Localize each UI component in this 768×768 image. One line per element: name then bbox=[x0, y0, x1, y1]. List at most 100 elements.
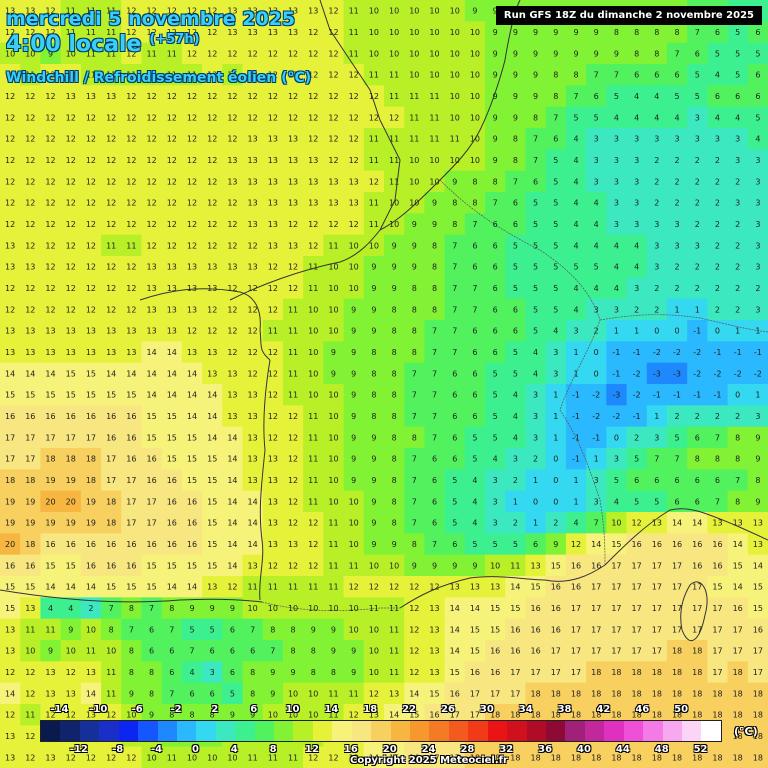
grid-value: 11 bbox=[389, 625, 399, 634]
grid-value: 9 bbox=[68, 625, 73, 634]
grid-value: 3 bbox=[654, 135, 659, 144]
grid-value: 12 bbox=[146, 113, 156, 122]
grid-value: 15 bbox=[510, 604, 520, 613]
field-cell bbox=[687, 533, 708, 556]
grid-value: 6 bbox=[493, 263, 498, 272]
field-cell bbox=[282, 554, 304, 577]
grid-value: 9 bbox=[371, 497, 376, 506]
field-cell bbox=[727, 618, 749, 641]
field-cell bbox=[141, 448, 163, 470]
grid-value: 12 bbox=[288, 71, 298, 80]
field-cell bbox=[323, 341, 345, 364]
field-cell bbox=[565, 320, 587, 342]
grid-value: 0 bbox=[553, 497, 558, 506]
grid-value: 18 bbox=[672, 689, 682, 698]
grid-value: 11 bbox=[45, 625, 55, 634]
field-cell bbox=[707, 192, 729, 214]
grid-value: 11 bbox=[409, 92, 419, 101]
field-cell bbox=[464, 64, 486, 86]
grid-value: 5 bbox=[533, 305, 538, 314]
field-cell bbox=[666, 170, 688, 193]
grid-value: 13 bbox=[25, 263, 35, 272]
grid-value: 12 bbox=[5, 711, 15, 720]
field-cell bbox=[262, 448, 284, 470]
grid-value: 10 bbox=[349, 284, 359, 293]
grid-value: 12 bbox=[288, 519, 298, 528]
grid-value: 0 bbox=[614, 433, 619, 442]
grid-value: 17 bbox=[571, 647, 581, 656]
field-cell bbox=[687, 640, 708, 662]
field-cell bbox=[646, 384, 668, 406]
grid-value: 12 bbox=[5, 305, 15, 314]
field-cell bbox=[545, 320, 567, 342]
grid-value: 15 bbox=[389, 753, 399, 762]
grid-value: 9 bbox=[553, 49, 558, 58]
grid-value: 12 bbox=[25, 28, 35, 37]
field-cell bbox=[202, 661, 223, 684]
legend-swatch bbox=[196, 721, 216, 741]
field-cell bbox=[20, 426, 42, 449]
grid-value: 15 bbox=[207, 561, 217, 570]
field-cell bbox=[747, 192, 768, 214]
grid-value: 13 bbox=[268, 135, 278, 144]
grid-value: 2 bbox=[735, 412, 740, 421]
field-cell bbox=[343, 341, 365, 364]
grid-value: 7 bbox=[573, 92, 578, 101]
field-cell bbox=[0, 234, 21, 257]
field-cell bbox=[525, 192, 547, 214]
field-cell bbox=[20, 618, 42, 641]
grid-value: 10 bbox=[25, 647, 35, 656]
grid-value: 10 bbox=[369, 561, 379, 570]
field-cell bbox=[60, 554, 82, 577]
field-cell bbox=[747, 554, 768, 577]
grid-value: 13 bbox=[288, 135, 298, 144]
field-cell bbox=[323, 106, 345, 129]
grid-value: 17 bbox=[25, 433, 35, 442]
grid-value: 7 bbox=[533, 156, 538, 165]
grid-value: 3 bbox=[675, 135, 680, 144]
grid-value: 8 bbox=[412, 284, 417, 293]
field-cell bbox=[687, 106, 708, 129]
grid-value: 8 bbox=[432, 263, 437, 272]
grid-value: 15 bbox=[167, 412, 177, 421]
field-cell bbox=[586, 490, 607, 513]
legend-label-top: 34 bbox=[518, 704, 533, 715]
field-cell bbox=[464, 106, 486, 129]
field-cell bbox=[565, 213, 587, 236]
grid-value: 8 bbox=[472, 177, 477, 186]
field-cell bbox=[242, 746, 264, 768]
field-cell bbox=[323, 234, 345, 257]
field-cell bbox=[262, 533, 284, 556]
grid-value: 11 bbox=[126, 71, 136, 80]
grid-value: 6 bbox=[472, 327, 477, 336]
grid-value: 14 bbox=[86, 689, 96, 698]
grid-value: 12 bbox=[187, 156, 197, 165]
field-cell bbox=[40, 576, 62, 598]
field-cell bbox=[161, 362, 183, 385]
grid-value: 12 bbox=[126, 177, 136, 186]
legend-swatch bbox=[332, 721, 352, 741]
grid-value: 15 bbox=[611, 540, 621, 549]
grid-value: 13 bbox=[268, 455, 278, 464]
field-cell bbox=[181, 405, 203, 428]
field-cell bbox=[181, 64, 203, 86]
field-cell bbox=[303, 618, 324, 641]
grid-value: 10 bbox=[490, 561, 500, 570]
field-cell bbox=[60, 597, 82, 620]
grid-value: 13 bbox=[86, 711, 96, 720]
grid-value: 7 bbox=[412, 497, 417, 506]
grid-value: 20 bbox=[66, 497, 76, 506]
grid-value: 16 bbox=[632, 540, 642, 549]
grid-value: 17 bbox=[126, 476, 136, 485]
grid-value: 12 bbox=[227, 241, 237, 250]
grid-value: 12 bbox=[45, 92, 55, 101]
field-cell bbox=[646, 554, 668, 577]
grid-value: 13 bbox=[248, 28, 258, 37]
grid-value: 10 bbox=[389, 28, 399, 37]
grid-value: 12 bbox=[126, 284, 136, 293]
field-cell bbox=[565, 533, 587, 556]
grid-value: 12 bbox=[66, 199, 76, 208]
grid-value: 16 bbox=[753, 625, 763, 634]
grid-value: 13 bbox=[712, 519, 722, 528]
field-cell bbox=[525, 405, 547, 428]
